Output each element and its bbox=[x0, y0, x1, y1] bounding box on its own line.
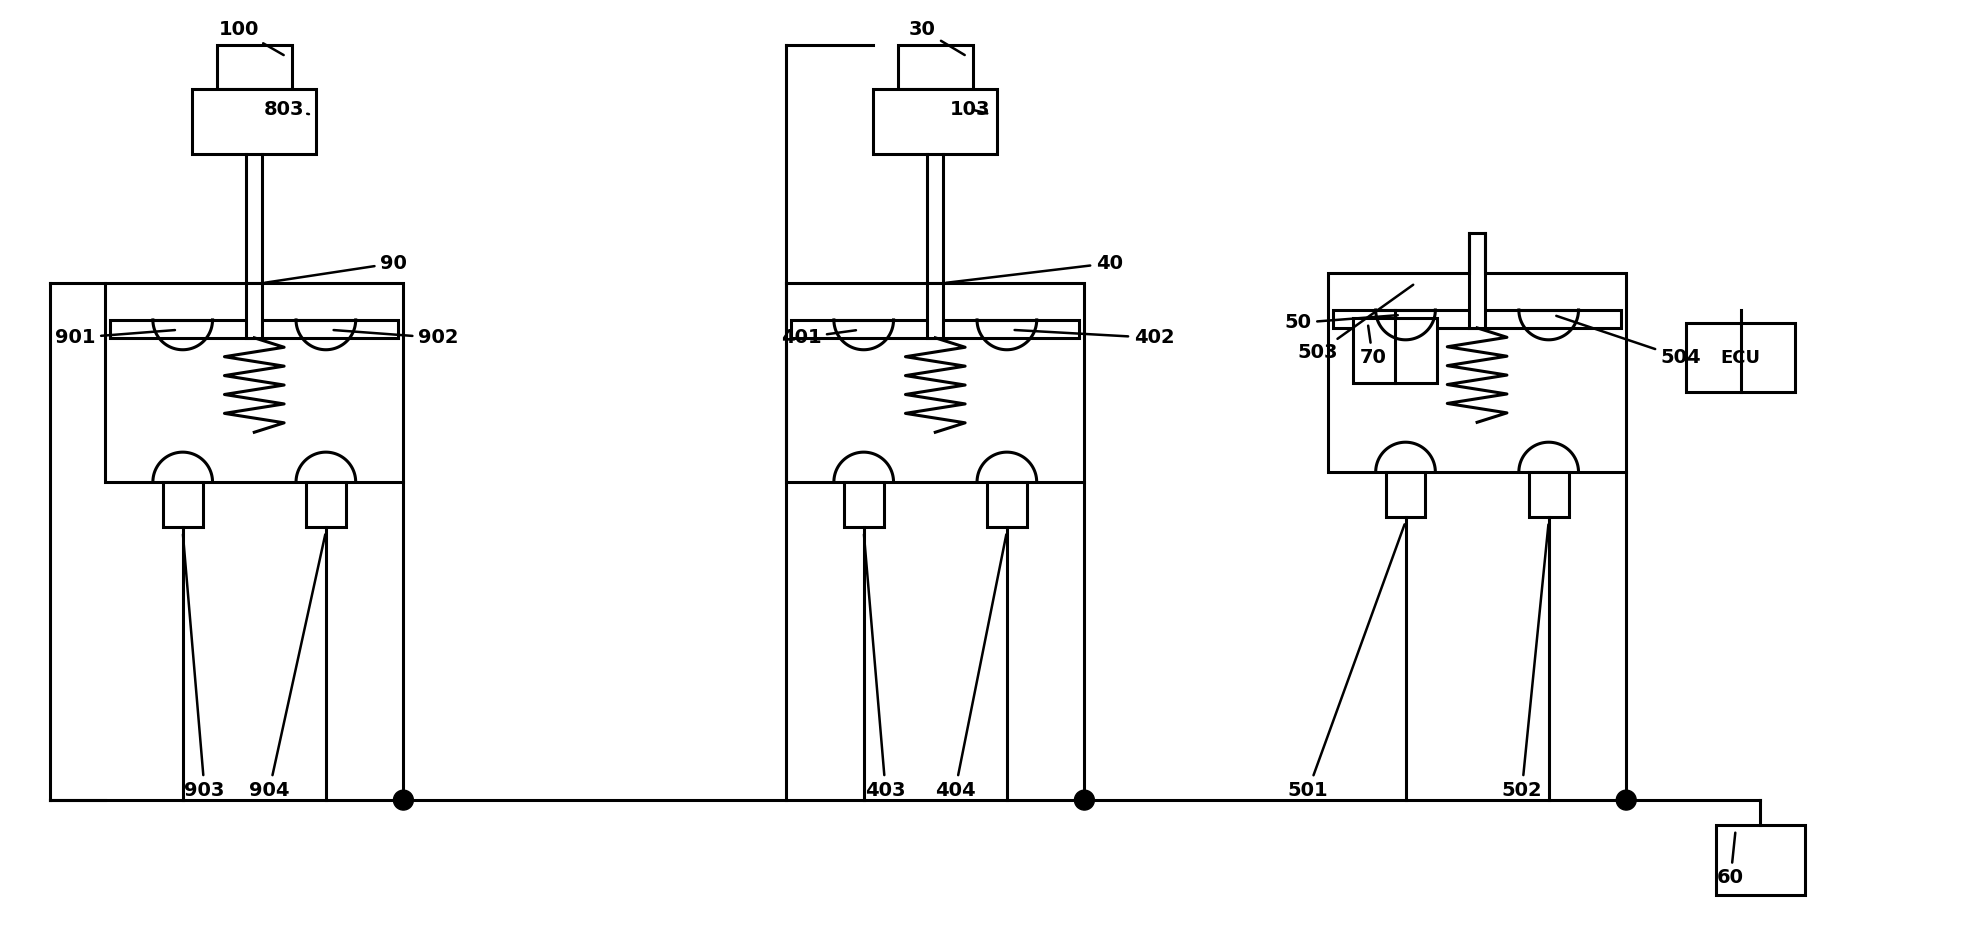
Text: 404: 404 bbox=[935, 534, 1006, 800]
Text: 60: 60 bbox=[1718, 833, 1744, 887]
Text: 501: 501 bbox=[1287, 525, 1405, 800]
Text: 502: 502 bbox=[1502, 525, 1549, 800]
Text: 90: 90 bbox=[266, 254, 407, 283]
Polygon shape bbox=[785, 283, 1084, 482]
Text: 401: 401 bbox=[781, 328, 856, 347]
Polygon shape bbox=[1687, 323, 1795, 392]
Text: ECU: ECU bbox=[1720, 348, 1761, 367]
Text: 100: 100 bbox=[218, 20, 283, 55]
Text: 903: 903 bbox=[183, 534, 224, 800]
Polygon shape bbox=[791, 320, 1078, 338]
Polygon shape bbox=[874, 89, 998, 154]
Text: 70: 70 bbox=[1360, 326, 1385, 367]
Polygon shape bbox=[110, 320, 398, 338]
Polygon shape bbox=[1332, 310, 1622, 327]
Polygon shape bbox=[305, 482, 346, 526]
Text: 902: 902 bbox=[335, 328, 459, 347]
Polygon shape bbox=[163, 482, 203, 526]
Polygon shape bbox=[988, 482, 1027, 526]
Polygon shape bbox=[1529, 472, 1568, 517]
Polygon shape bbox=[897, 45, 972, 89]
Text: 403: 403 bbox=[864, 534, 905, 800]
Polygon shape bbox=[1470, 233, 1486, 327]
Polygon shape bbox=[1328, 273, 1626, 472]
Polygon shape bbox=[1385, 472, 1425, 517]
Text: 402: 402 bbox=[1015, 328, 1175, 347]
Text: 901: 901 bbox=[55, 328, 175, 347]
Text: 30: 30 bbox=[909, 20, 964, 55]
Circle shape bbox=[1075, 790, 1094, 810]
Text: 50: 50 bbox=[1285, 313, 1397, 332]
Circle shape bbox=[394, 790, 413, 810]
Polygon shape bbox=[844, 482, 884, 526]
Polygon shape bbox=[193, 89, 317, 154]
Polygon shape bbox=[1716, 825, 1805, 895]
Polygon shape bbox=[216, 45, 291, 89]
Text: 904: 904 bbox=[248, 534, 325, 800]
Polygon shape bbox=[104, 283, 403, 482]
Polygon shape bbox=[1352, 318, 1437, 383]
Polygon shape bbox=[246, 283, 262, 338]
Polygon shape bbox=[927, 283, 943, 338]
Text: 503: 503 bbox=[1297, 285, 1413, 362]
Text: 40: 40 bbox=[947, 254, 1124, 283]
Text: 803: 803 bbox=[264, 100, 309, 119]
Text: 103: 103 bbox=[951, 100, 990, 119]
Text: 504: 504 bbox=[1557, 316, 1700, 367]
Circle shape bbox=[1616, 790, 1635, 810]
